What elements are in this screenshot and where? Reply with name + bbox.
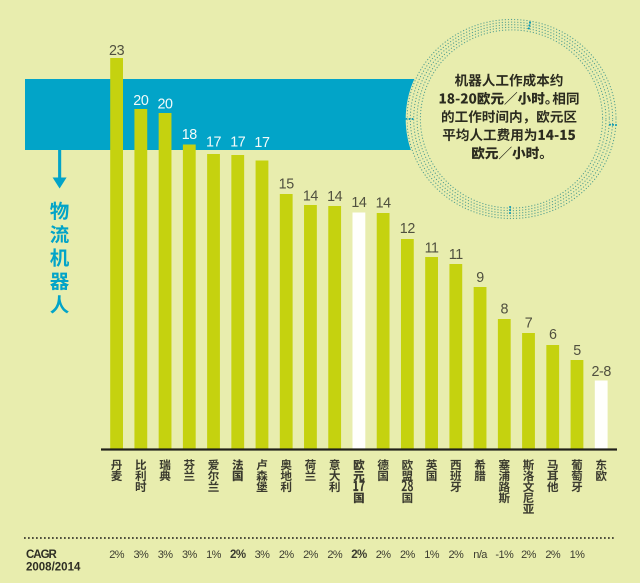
svg-text:2%: 2% [230,549,246,561]
svg-text:2-8: 2-8 [591,364,611,380]
svg-text:11: 11 [449,247,463,263]
svg-text:3%: 3% [255,549,271,561]
svg-text:2%: 2% [376,549,392,561]
svg-text:2%: 2% [521,549,537,561]
svg-text:12: 12 [400,221,416,237]
svg-text:2%: 2% [448,549,464,561]
svg-text:2%: 2% [109,549,125,561]
svg-text:23: 23 [109,43,125,59]
svg-text:17: 17 [230,135,246,151]
svg-text:8: 8 [500,302,508,318]
svg-text:14: 14 [327,189,343,205]
svg-text:1%: 1% [424,549,440,561]
svg-text:2008/2014: 2008/2014 [26,562,81,574]
svg-text:17: 17 [254,135,270,151]
svg-text:17: 17 [206,135,222,151]
svg-text:15: 15 [279,177,295,193]
svg-text:20: 20 [133,93,149,109]
svg-text:2%: 2% [279,549,295,561]
svg-text:2%: 2% [303,549,319,561]
svg-text:3%: 3% [182,549,198,561]
svg-text:14: 14 [376,196,392,212]
svg-text:1%: 1% [570,549,586,561]
svg-text:2%: 2% [400,549,416,561]
svg-text:20: 20 [158,97,174,113]
svg-text:6: 6 [549,327,557,343]
svg-text:14: 14 [303,189,319,205]
svg-text:18: 18 [182,127,198,143]
svg-text:-1%: -1% [495,549,514,561]
svg-text:14: 14 [351,195,367,211]
svg-text:9: 9 [476,270,484,286]
svg-text:1%: 1% [206,549,222,561]
svg-text:CAGR: CAGR [26,549,58,561]
svg-text:5: 5 [573,343,581,359]
svg-text:2%: 2% [545,549,561,561]
svg-text:3%: 3% [158,549,174,561]
svg-text:2%: 2% [327,549,343,561]
svg-text:11: 11 [425,241,439,257]
svg-text:7: 7 [525,316,533,332]
svg-text:n/a: n/a [473,549,488,561]
svg-text:3%: 3% [133,549,149,561]
svg-text:2%: 2% [351,549,367,561]
